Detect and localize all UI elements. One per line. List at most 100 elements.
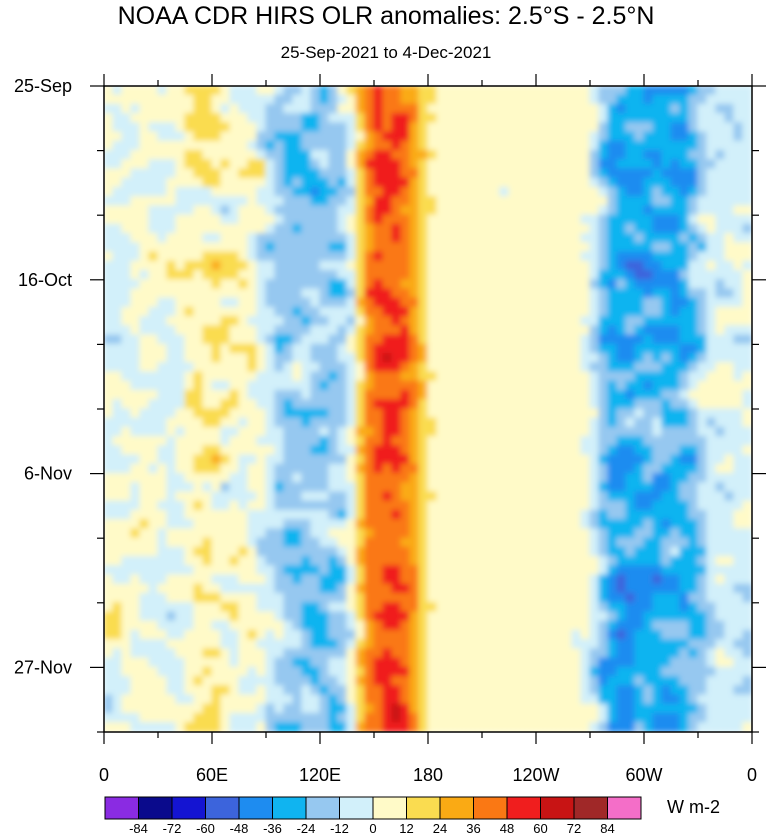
anomaly-cell (535, 574, 546, 585)
anomaly-cell (238, 233, 249, 244)
anomaly-cell (508, 389, 519, 401)
anomaly-cell (463, 463, 474, 475)
anomaly-cell (139, 242, 150, 253)
anomaly-cell (364, 703, 375, 715)
anomaly-cell (193, 325, 204, 336)
anomaly-cell (679, 500, 690, 512)
anomaly-cell (544, 648, 555, 659)
anomaly-cell (238, 242, 249, 253)
anomaly-cell (481, 214, 492, 226)
anomaly-cell (301, 463, 312, 475)
anomaly-cell (481, 140, 492, 152)
anomaly-cell (364, 260, 375, 272)
anomaly-cell (301, 602, 312, 613)
anomaly-cell (517, 685, 528, 696)
anomaly-cell (139, 288, 150, 299)
anomaly-cell (643, 620, 654, 632)
anomaly-cell (481, 251, 492, 262)
anomaly-cell (274, 168, 285, 179)
anomaly-cell (148, 362, 159, 373)
anomaly-cell (706, 371, 717, 382)
anomaly-cell (418, 177, 429, 189)
anomaly-cell (247, 334, 258, 345)
anomaly-cell (256, 269, 267, 281)
anomaly-cell (454, 519, 465, 530)
anomaly-cell (625, 602, 636, 613)
anomaly-cell (319, 491, 330, 502)
anomaly-cell (364, 482, 375, 493)
anomaly-cell (436, 556, 447, 567)
anomaly-cell (508, 491, 519, 502)
anomaly-cell (634, 306, 645, 318)
anomaly-cell (418, 94, 429, 106)
anomaly-cell (166, 86, 177, 96)
anomaly-cell (670, 103, 681, 115)
anomaly-cell (535, 399, 546, 410)
anomaly-cell (400, 473, 411, 484)
anomaly-cell (508, 131, 519, 142)
anomaly-cell (364, 389, 375, 401)
anomaly-cell (742, 629, 752, 641)
anomaly-cell (562, 694, 573, 705)
anomaly-cell (589, 306, 600, 318)
anomaly-cell (517, 648, 528, 659)
anomaly-cell (112, 389, 123, 401)
anomaly-cell (454, 491, 465, 502)
anomaly-cell (166, 371, 177, 382)
anomaly-cell (346, 362, 357, 373)
anomaly-cell (409, 703, 420, 715)
anomaly-cell (310, 445, 321, 456)
anomaly-cell (634, 196, 645, 207)
anomaly-cell (472, 620, 483, 632)
anomaly-cell (337, 648, 348, 659)
anomaly-cell (607, 86, 618, 96)
anomaly-cell (382, 177, 393, 189)
anomaly-cell (373, 712, 384, 724)
anomaly-cell (256, 177, 267, 189)
anomaly-cell (589, 482, 600, 493)
anomaly-cell (598, 86, 609, 96)
anomaly-cell (238, 362, 249, 373)
anomaly-cell (130, 186, 141, 198)
anomaly-cell (355, 233, 366, 244)
anomaly-cell (274, 288, 285, 299)
anomaly-cell (130, 491, 141, 502)
anomaly-cell (265, 482, 276, 493)
anomaly-cell (463, 602, 474, 613)
anomaly-cell (274, 574, 285, 585)
anomaly-cell (202, 260, 213, 272)
anomaly-cell (175, 223, 186, 235)
anomaly-cell (679, 334, 690, 345)
anomaly-cell (571, 639, 582, 650)
anomaly-cell (184, 343, 195, 355)
anomaly-cell (283, 362, 294, 373)
anomaly-cell (526, 279, 537, 290)
anomaly-cell (148, 556, 159, 567)
anomaly-cell (454, 168, 465, 179)
anomaly-cell (104, 297, 114, 309)
anomaly-cell (643, 685, 654, 696)
anomaly-cell (436, 353, 447, 364)
anomaly-cell (391, 343, 402, 355)
anomaly-cell (391, 288, 402, 299)
anomaly-cell (589, 353, 600, 364)
anomaly-cell (364, 94, 375, 106)
anomaly-cell (220, 602, 231, 613)
anomaly-cell (553, 353, 564, 364)
anomaly-cell (139, 519, 150, 530)
anomaly-cell (130, 556, 141, 567)
anomaly-cell (409, 436, 420, 447)
anomaly-cell (148, 445, 159, 456)
anomaly-cell (616, 703, 627, 715)
anomaly-cell (463, 694, 474, 705)
anomaly-cell (130, 463, 141, 475)
anomaly-cell (373, 233, 384, 244)
anomaly-cell (337, 103, 348, 115)
anomaly-cell (400, 122, 411, 133)
anomaly-cell (355, 186, 366, 198)
anomaly-cell (427, 537, 438, 549)
anomaly-cell (697, 316, 708, 327)
anomaly-cell (535, 509, 546, 521)
anomaly-cell (139, 426, 150, 438)
anomaly-cell (184, 482, 195, 493)
